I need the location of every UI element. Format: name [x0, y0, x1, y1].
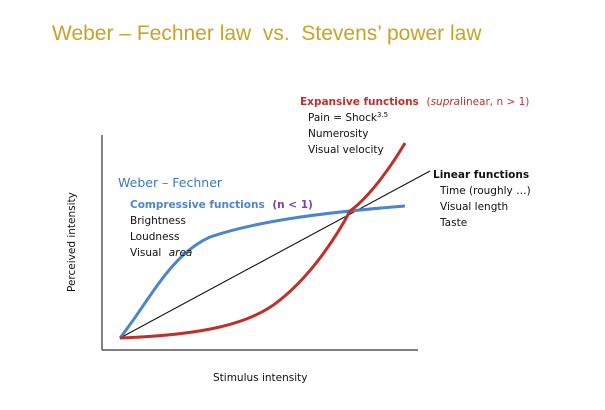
linear-item-taste: Taste [439, 217, 467, 229]
compressive-item-brightness: Brightness [130, 215, 186, 227]
compressive-item-loudness: Loudness [130, 231, 179, 243]
weber-fechner-label: Weber – Fechner [118, 175, 223, 190]
expansive-function-curve [119, 142, 407, 340]
linear-function-curve [119, 170, 431, 339]
linear-item-visual-length: Visual length [440, 201, 508, 213]
compressive-function-curve [118, 204, 406, 339]
expansive-item-pain: Pain = Shock3.5 [308, 111, 388, 124]
expansive-functions-heading: Expansive functions (supralinear, n > 1) [300, 96, 529, 108]
compressive-functions-heading: Compressive functions (n < 1) [130, 199, 313, 211]
compressive-item-visual-area: Visual area [130, 247, 192, 259]
x-axis-label: Stimulus intensity [213, 372, 308, 384]
slide-title: Weber – Fechner law vs. Stevens’ power l… [52, 22, 482, 45]
linear-functions-heading: Linear functions [433, 169, 529, 181]
expansive-item-visual-velocity: Visual velocity [308, 144, 384, 156]
y-axis-label: Perceived intensity [66, 192, 78, 292]
linear-item-time: Time (roughly …) [439, 185, 531, 197]
expansive-item-numerosity: Numerosity [308, 128, 368, 140]
